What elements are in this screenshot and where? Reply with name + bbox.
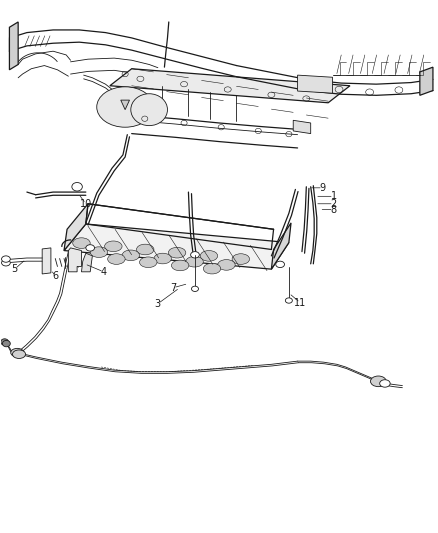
Ellipse shape (137, 244, 154, 255)
Polygon shape (420, 67, 433, 95)
Text: 11: 11 (294, 297, 306, 308)
Text: 2: 2 (331, 199, 337, 209)
Ellipse shape (97, 87, 153, 127)
Polygon shape (64, 204, 88, 251)
Ellipse shape (168, 247, 186, 258)
Ellipse shape (72, 182, 82, 191)
Ellipse shape (11, 349, 24, 357)
Ellipse shape (122, 250, 140, 261)
Ellipse shape (371, 376, 386, 386)
Polygon shape (10, 22, 18, 70)
Ellipse shape (12, 350, 25, 359)
Text: 8: 8 (331, 205, 337, 215)
Polygon shape (272, 223, 291, 269)
Text: 10: 10 (80, 199, 92, 209)
Text: 3: 3 (155, 298, 161, 309)
Ellipse shape (191, 286, 198, 292)
Ellipse shape (1, 339, 9, 345)
Ellipse shape (286, 298, 292, 303)
Polygon shape (293, 120, 311, 134)
Ellipse shape (200, 251, 218, 261)
Polygon shape (121, 100, 130, 110)
Ellipse shape (3, 341, 11, 347)
Ellipse shape (140, 257, 157, 268)
Polygon shape (110, 69, 350, 103)
Ellipse shape (186, 256, 203, 267)
Text: 7: 7 (170, 283, 176, 293)
Ellipse shape (86, 245, 95, 251)
Ellipse shape (218, 260, 235, 270)
Ellipse shape (73, 238, 90, 248)
Ellipse shape (90, 247, 108, 257)
Text: 9: 9 (320, 183, 326, 193)
Ellipse shape (131, 94, 167, 126)
Polygon shape (64, 224, 289, 269)
Ellipse shape (276, 261, 285, 268)
Polygon shape (42, 248, 51, 274)
Ellipse shape (2, 260, 11, 266)
Text: 6: 6 (52, 271, 58, 281)
Ellipse shape (232, 254, 250, 264)
Ellipse shape (108, 254, 125, 264)
Polygon shape (297, 75, 332, 93)
Ellipse shape (154, 253, 171, 264)
Text: 1: 1 (331, 191, 337, 201)
Ellipse shape (380, 379, 390, 387)
Ellipse shape (191, 252, 199, 258)
Ellipse shape (2, 256, 11, 262)
Text: 5: 5 (11, 264, 18, 274)
Ellipse shape (105, 241, 122, 252)
Ellipse shape (203, 263, 221, 274)
Polygon shape (81, 253, 92, 272)
Ellipse shape (171, 260, 189, 271)
Polygon shape (68, 248, 81, 272)
Text: 4: 4 (101, 267, 107, 277)
